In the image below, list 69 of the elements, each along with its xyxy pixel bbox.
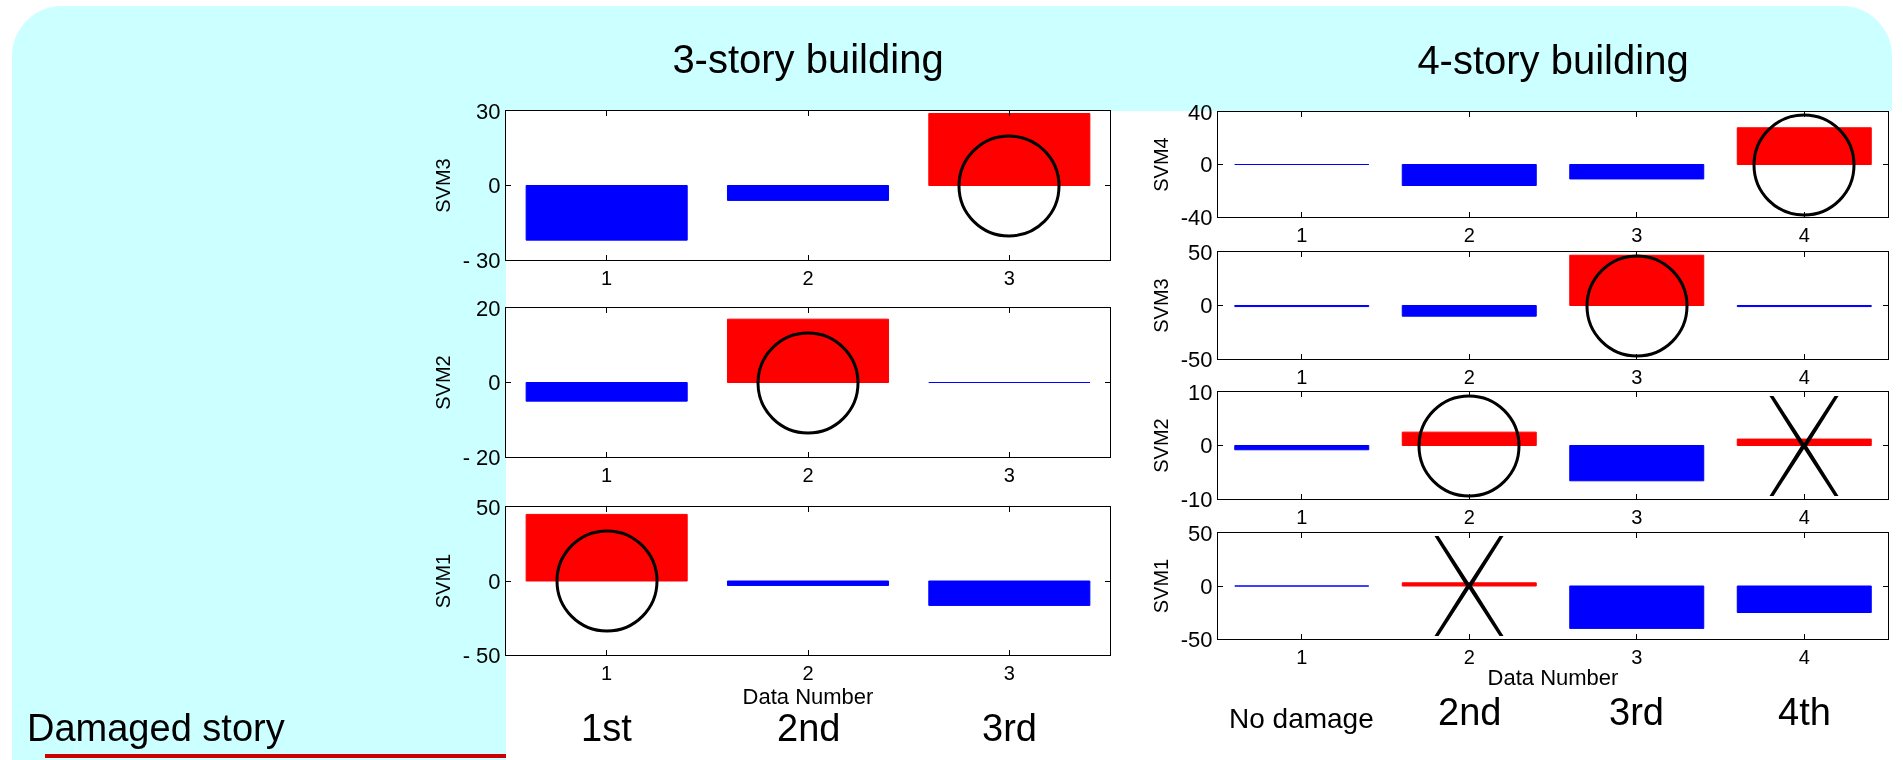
y-tick-label: 0 xyxy=(1200,573,1213,599)
y-tick-label: 30 xyxy=(476,98,501,124)
x-tick-label: 3 xyxy=(1003,662,1015,684)
x-tick-label: 1 xyxy=(1296,506,1308,528)
x-tick-label: 1 xyxy=(601,464,613,486)
x-axis-title: Data Number xyxy=(742,684,874,709)
y-tick-label: 50 xyxy=(476,494,501,520)
y-axis-title: SVM3 xyxy=(1150,278,1173,333)
y-tick-label: 20 xyxy=(476,295,501,321)
x-tick-label: 2 xyxy=(1463,224,1475,246)
y-axis-title: SVM2 xyxy=(432,355,455,410)
text: 2nd xyxy=(777,707,841,749)
y-tick-label: -40 xyxy=(1180,204,1213,230)
y-tick-label: - 30 xyxy=(462,247,501,273)
x-tick-label: 2 xyxy=(802,464,814,486)
x-tick-label: 3 xyxy=(1631,224,1643,246)
x-tick-label: 4 xyxy=(1798,366,1810,388)
x-tick-label: 1 xyxy=(1296,366,1308,388)
x-tick-label: 1 xyxy=(601,267,613,289)
x-tick-label: 3 xyxy=(1003,464,1015,486)
y-tick-label: 0 xyxy=(1200,152,1213,178)
y-axis-title: SVM3 xyxy=(432,158,455,213)
y-tick-label: 0 xyxy=(1200,293,1213,319)
y-tick-label: 40 xyxy=(1188,99,1213,125)
text: 3rd xyxy=(982,707,1037,749)
y-tick-label: 0 xyxy=(1200,433,1213,459)
x-tick-label: 3 xyxy=(1631,506,1643,528)
x-tick-label: 2 xyxy=(1463,646,1475,668)
y-tick-label: -50 xyxy=(1180,626,1213,652)
y-tick-label: 10 xyxy=(1188,379,1213,405)
x-tick-label: 2 xyxy=(802,267,814,289)
x-tick-label: 1 xyxy=(601,662,613,684)
text: No damage xyxy=(1229,703,1374,734)
y-tick-label: 50 xyxy=(1188,520,1213,546)
text: Damaged story xyxy=(27,707,285,749)
text: 2nd xyxy=(1438,691,1502,733)
bar xyxy=(1234,445,1370,451)
text: 3rd xyxy=(1609,691,1664,733)
y-tick-label: -50 xyxy=(1180,346,1213,372)
x-tick-label: 4 xyxy=(1798,506,1810,528)
x-tick-label: 4 xyxy=(1798,646,1810,668)
x-tick-label: 2 xyxy=(802,662,814,684)
chart-title: 3-story building xyxy=(672,37,944,81)
bar xyxy=(1569,445,1705,482)
text: 1st xyxy=(581,707,633,749)
bar xyxy=(1401,431,1537,446)
x-tick-label: 4 xyxy=(1798,224,1810,246)
y-tick-label: - 20 xyxy=(462,444,501,470)
y-tick-label: 0 xyxy=(488,370,501,396)
x-axis-title: Data Number xyxy=(1487,664,1619,690)
y-tick-label: 0 xyxy=(488,568,501,594)
y-axis-title: SVM4 xyxy=(1150,137,1173,192)
x-tick-label: 3 xyxy=(1631,646,1643,668)
bar xyxy=(1736,438,1872,446)
y-axis-title: SVM1 xyxy=(432,553,455,609)
text: 4th xyxy=(1778,691,1831,733)
y-axis-title: SVM1 xyxy=(1150,558,1173,614)
x-tick-label: 3 xyxy=(1631,366,1643,388)
x-tick-label: 2 xyxy=(1463,366,1475,388)
x-tick-label: 3 xyxy=(1003,267,1015,289)
x-tick-label: 2 xyxy=(1463,506,1475,528)
y-tick-label: - 50 xyxy=(462,642,501,668)
y-tick-label: 0 xyxy=(488,173,501,199)
x-tick-label: 1 xyxy=(1296,224,1308,246)
y-tick-label: 50 xyxy=(1188,239,1213,265)
chart-title: 4-story building xyxy=(1417,38,1689,82)
y-tick-label: -10 xyxy=(1180,486,1213,512)
x-tick-label: 1 xyxy=(1296,646,1308,668)
y-axis-title: SVM2 xyxy=(1150,418,1173,473)
